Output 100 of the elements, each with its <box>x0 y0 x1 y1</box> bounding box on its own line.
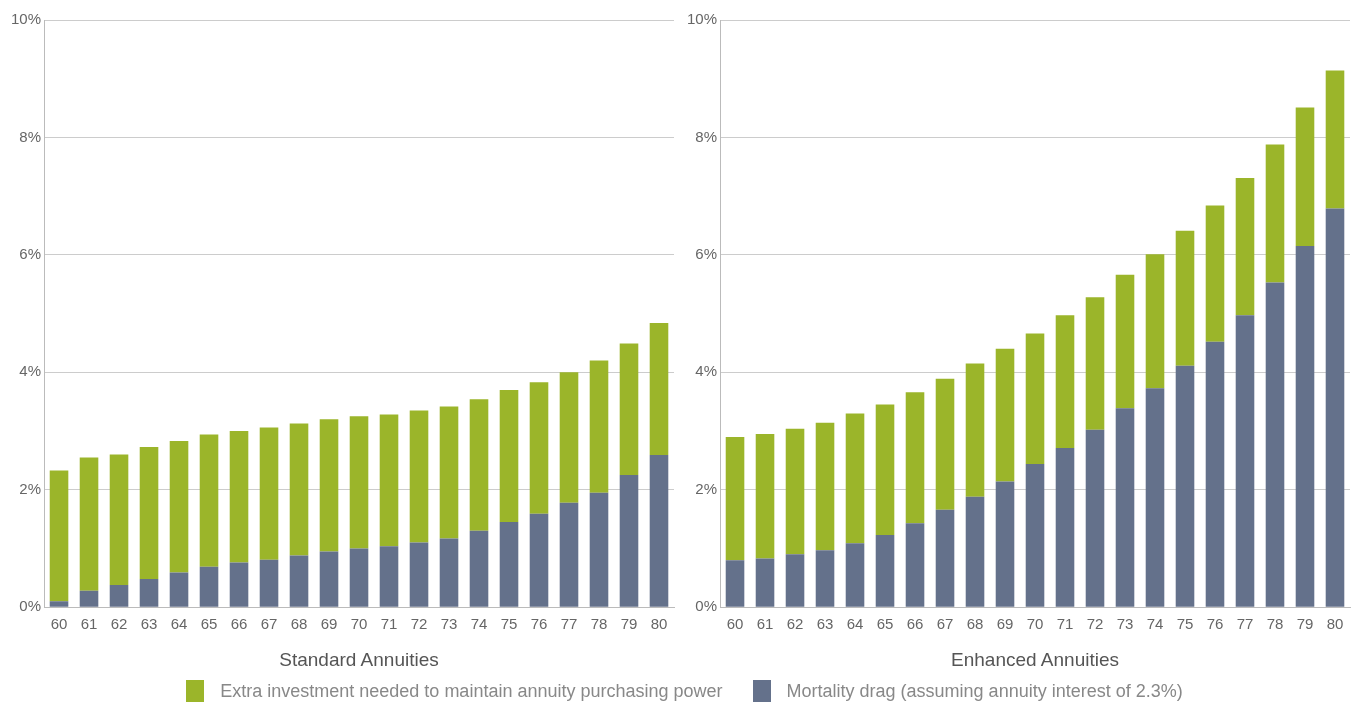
bar <box>289 423 309 556</box>
bar <box>1325 208 1345 607</box>
bar <box>815 550 835 607</box>
bar <box>785 554 805 607</box>
x-tick-label: 61 <box>80 615 98 633</box>
bar <box>109 584 129 607</box>
bar <box>1295 107 1315 247</box>
bar <box>139 579 159 607</box>
y-tick-label: 8% <box>19 127 42 145</box>
x-tick-label: 78 <box>590 615 608 633</box>
bar <box>79 590 99 607</box>
bar <box>1175 365 1195 607</box>
x-tick-label: 76 <box>1206 615 1224 633</box>
bar <box>965 496 985 607</box>
bar <box>79 457 99 591</box>
x-tick-label: 76 <box>530 615 548 633</box>
bar <box>529 513 549 607</box>
bar <box>349 416 369 549</box>
legend-label: Extra investment needed to maintain annuity purchasing power <box>220 680 723 702</box>
bar <box>995 348 1015 482</box>
bar <box>319 419 339 552</box>
bar <box>649 323 669 456</box>
y-tick-label: 0% <box>19 597 42 615</box>
bar <box>1265 144 1285 283</box>
bar <box>439 538 459 607</box>
bar <box>1145 388 1165 607</box>
bar <box>965 363 985 497</box>
bar <box>259 559 279 607</box>
y-tick-label: 4% <box>695 362 718 380</box>
bar <box>229 562 249 607</box>
x-tick-label: 80 <box>1326 615 1344 633</box>
y-tick-label: 8% <box>695 127 718 145</box>
bar <box>49 601 69 607</box>
bar <box>1055 315 1075 449</box>
x-tick-label: 66 <box>906 615 924 633</box>
y-tick-label: 10% <box>686 10 718 28</box>
bar <box>1085 429 1105 607</box>
y-tick-label: 6% <box>695 245 718 263</box>
bar <box>499 522 519 607</box>
y-tick-label: 2% <box>19 479 42 497</box>
bar <box>725 436 745 561</box>
x-tick-label: 73 <box>440 615 458 633</box>
x-tick-label: 62 <box>110 615 128 633</box>
x-tick-label: 65 <box>200 615 218 633</box>
legend-label: Mortality drag (assuming annuity interest of 2.3%) <box>786 680 1183 702</box>
bar <box>755 558 775 607</box>
bar <box>229 431 249 563</box>
x-tick-label: 75 <box>500 615 518 633</box>
bar <box>1205 341 1225 607</box>
x-tick-label: 67 <box>936 615 954 633</box>
bar <box>755 433 775 559</box>
bar <box>199 434 219 567</box>
x-axis-title: Enhanced Annuities <box>951 648 1119 670</box>
bar <box>319 551 339 607</box>
bar <box>529 382 549 514</box>
bar <box>845 543 865 607</box>
x-tick-label: 63 <box>816 615 834 633</box>
x-tick-label: 62 <box>786 615 804 633</box>
x-tick-label: 77 <box>560 615 578 633</box>
x-tick-label: 79 <box>1296 615 1314 633</box>
x-tick-label: 66 <box>230 615 248 633</box>
x-tick-label: 71 <box>1056 615 1074 633</box>
y-tick-label: 4% <box>19 362 42 380</box>
bar <box>109 454 129 585</box>
x-tick-label: 60 <box>726 615 744 633</box>
bar <box>785 428 805 555</box>
bar <box>1235 177 1255 316</box>
bar <box>875 534 895 607</box>
bar <box>1265 282 1285 607</box>
bar <box>1115 408 1135 607</box>
bar <box>935 378 955 510</box>
bar <box>589 360 609 493</box>
bar <box>1085 297 1105 430</box>
x-tick-label: 67 <box>260 615 278 633</box>
x-tick-label: 69 <box>996 615 1014 633</box>
x-tick-label: 63 <box>140 615 158 633</box>
bar <box>1025 333 1045 464</box>
x-tick-label: 72 <box>1086 615 1104 633</box>
x-tick-label: 77 <box>1236 615 1254 633</box>
bar <box>559 502 579 607</box>
bar <box>379 546 399 607</box>
bar <box>259 427 279 560</box>
x-tick-label: 78 <box>1266 615 1284 633</box>
bar <box>559 372 579 503</box>
bar <box>49 470 69 602</box>
bar <box>1115 274 1135 409</box>
x-tick-label: 70 <box>350 615 368 633</box>
bar <box>1235 315 1255 607</box>
y-tick-label: 6% <box>19 245 42 263</box>
bar <box>409 542 429 607</box>
x-tick-label: 74 <box>470 615 488 633</box>
bar <box>935 509 955 607</box>
bar <box>1325 70 1345 209</box>
x-tick-label: 80 <box>650 615 668 633</box>
x-tick-label: 64 <box>846 615 864 633</box>
x-tick-label: 61 <box>756 615 774 633</box>
bar <box>199 566 219 607</box>
x-tick-label: 75 <box>1176 615 1194 633</box>
x-tick-label: 70 <box>1026 615 1044 633</box>
bar <box>349 548 369 607</box>
